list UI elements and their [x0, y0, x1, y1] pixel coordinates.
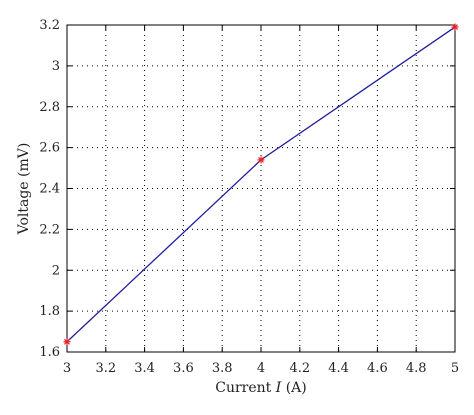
data-point-stroke — [258, 156, 264, 163]
x-tick-label: 3.2 — [95, 361, 116, 376]
x-tick-label: 4.6 — [367, 361, 388, 376]
series — [63, 23, 459, 346]
y-tick-label: 3.2 — [39, 18, 60, 33]
data-point — [257, 156, 265, 164]
x-tick-label: 4.4 — [328, 361, 349, 376]
y-tick-label: 3 — [52, 59, 60, 74]
x-tick-label: 3 — [63, 361, 71, 376]
y-tick-label: 2.2 — [39, 222, 60, 237]
y-tick-label: 1.6 — [39, 345, 60, 360]
x-tick-label: 3.4 — [134, 361, 155, 376]
x-axis-label-part-3: (A) — [281, 380, 306, 396]
y-tick-label: 1.8 — [39, 304, 60, 319]
y-tick-label: 2 — [52, 263, 60, 278]
data-point-stroke — [64, 338, 70, 345]
x-tick-label: 3.8 — [212, 361, 233, 376]
x-axis-label-part-1: Current — [215, 380, 276, 396]
y-tick-label: 2.4 — [39, 182, 60, 197]
data-point — [63, 338, 71, 346]
y-tick-label: 2.8 — [39, 100, 60, 115]
y-tick-label: 2.6 — [39, 141, 60, 156]
x-tick-label: 4.2 — [289, 361, 310, 376]
x-axis-label-variable: I — [275, 380, 282, 396]
series-line — [66, 26, 456, 343]
plot-frame — [66, 24, 456, 353]
x-tick-label: 5 — [451, 361, 459, 376]
grid — [67, 25, 455, 352]
x-tick-label: 4.8 — [406, 361, 427, 376]
x-tick-label: 4 — [257, 361, 265, 376]
y-axis-label: Voltage (mV) — [16, 143, 32, 236]
ticks: 3 3.2 3.4 3.6 3.8 4 4.2 4.4 4.6 4.8 5 1.6 1.8 2 2.2 2.4… — [39, 18, 459, 376]
x-tick-label: 3.6 — [173, 361, 194, 376]
data-point-stroke — [452, 24, 458, 30]
x-axis-label: Current I (A) — [215, 380, 307, 396]
data-point — [451, 23, 459, 31]
